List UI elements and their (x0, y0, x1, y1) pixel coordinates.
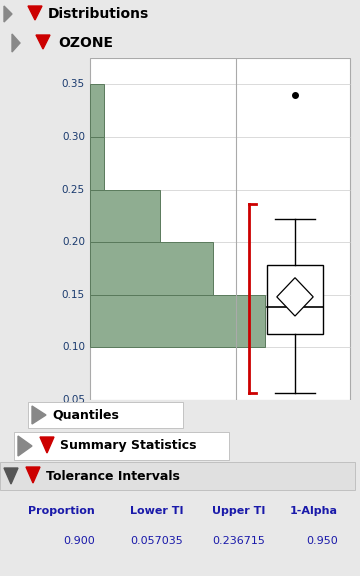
Text: 0.900: 0.900 (63, 536, 95, 546)
Polygon shape (277, 278, 313, 316)
Text: Summary Statistics: Summary Statistics (60, 439, 197, 453)
Bar (90, 84, 104, 137)
Text: 1-Alpha: 1-Alpha (290, 506, 338, 516)
Bar (90, 137, 104, 190)
Text: 0.10: 0.10 (62, 342, 85, 353)
Text: Quantiles: Quantiles (52, 408, 119, 422)
Polygon shape (26, 467, 40, 483)
Bar (0, 462, 355, 490)
Text: Upper TI: Upper TI (212, 506, 265, 516)
Text: 0.20: 0.20 (62, 237, 85, 247)
Text: 0.950: 0.950 (306, 536, 338, 546)
Text: Proportion: Proportion (28, 506, 95, 516)
Polygon shape (12, 34, 20, 52)
Text: 0.30: 0.30 (62, 132, 85, 142)
Text: Tolerance Intervals: Tolerance Intervals (46, 469, 180, 483)
Polygon shape (28, 6, 42, 20)
Bar (90, 190, 160, 242)
Text: 0.236715: 0.236715 (212, 536, 265, 546)
Text: 0.25: 0.25 (62, 184, 85, 195)
Text: Distributions: Distributions (48, 7, 149, 21)
Text: Lower TI: Lower TI (130, 506, 183, 516)
Bar (90, 58, 350, 400)
Polygon shape (32, 406, 46, 424)
Text: 0.05: 0.05 (62, 395, 85, 405)
Text: 0.057035: 0.057035 (130, 536, 183, 546)
Polygon shape (4, 6, 12, 22)
Polygon shape (4, 468, 18, 484)
Polygon shape (40, 437, 54, 453)
Bar (14, 432, 229, 460)
Polygon shape (36, 35, 50, 49)
Text: 0.15: 0.15 (62, 290, 85, 300)
Polygon shape (18, 436, 32, 456)
Bar (267, 266, 323, 334)
Bar (90, 242, 212, 295)
Bar (28, 402, 183, 428)
Text: OZONE: OZONE (58, 36, 113, 50)
Bar (90, 295, 265, 347)
Text: 0.35: 0.35 (62, 79, 85, 89)
